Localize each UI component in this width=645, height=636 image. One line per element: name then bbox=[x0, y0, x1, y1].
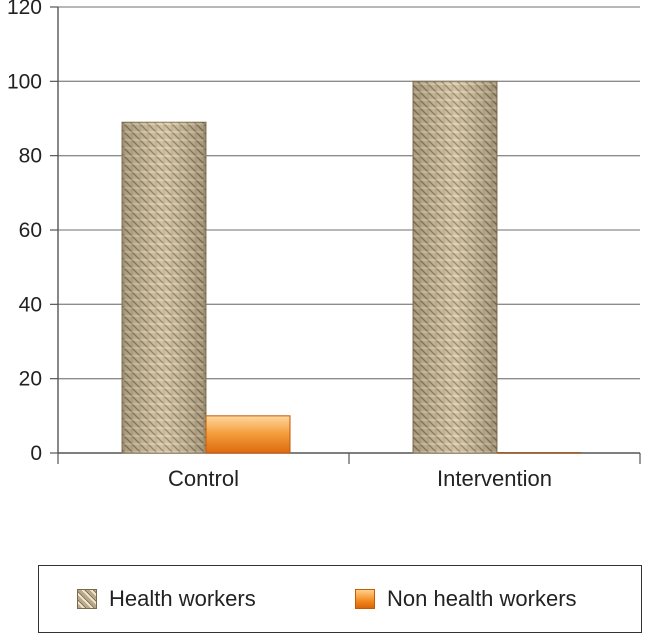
x-category-label: Intervention bbox=[437, 466, 552, 491]
legend-label-non-health-workers: Non health workers bbox=[387, 586, 577, 611]
bar-chart: 0 20 40 60 80 100 120 Control Intervention bbox=[7, 0, 641, 491]
bar-health-workers-control bbox=[121, 121, 207, 454]
y-tick-label: 80 bbox=[19, 145, 42, 168]
bar-shade bbox=[122, 122, 206, 453]
x-category-label: Control bbox=[168, 466, 239, 491]
bar-non-health-workers-control bbox=[205, 415, 291, 454]
bar-health-workers-intervention bbox=[412, 80, 498, 454]
y-tick-label: 20 bbox=[19, 368, 42, 391]
y-tick-label: 120 bbox=[7, 0, 42, 19]
bar-fill bbox=[205, 415, 291, 454]
y-tick-label: 0 bbox=[30, 442, 42, 465]
legend-label-health-workers: Health workers bbox=[109, 586, 256, 611]
legend-item-non-health-workers: Non health workers bbox=[355, 566, 577, 632]
legend-swatch-non-health-workers bbox=[355, 589, 375, 609]
y-tick-label: 40 bbox=[19, 293, 42, 316]
legend: Health workers Non health workers bbox=[38, 565, 642, 633]
bars bbox=[121, 80, 581, 454]
bar-shade bbox=[413, 81, 497, 453]
y-tick-label: 60 bbox=[19, 219, 42, 242]
y-tick-label: 100 bbox=[7, 70, 42, 93]
legend-item-health-workers: Health workers bbox=[77, 566, 256, 632]
axis-labels: 0 20 40 60 80 100 120 Control Intervention bbox=[7, 0, 552, 491]
legend-swatch-health-workers bbox=[77, 589, 97, 609]
